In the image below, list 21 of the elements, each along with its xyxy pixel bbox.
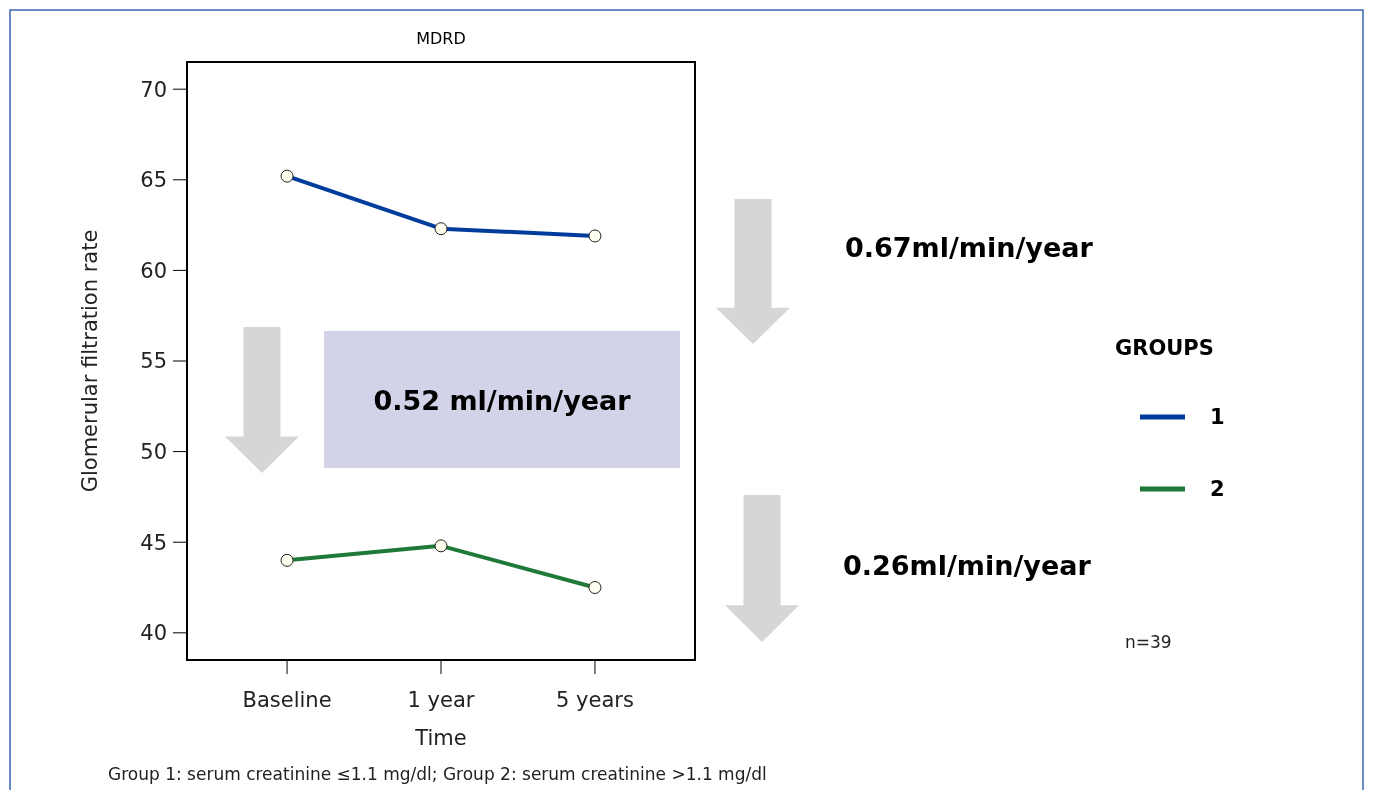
- x-tick-label: 5 years: [556, 688, 634, 712]
- y-tick-label: 40: [140, 621, 167, 646]
- text: 0.26ml/min/year: [843, 550, 1092, 581]
- y-tick-label: 65: [140, 168, 167, 193]
- legend-label: 2: [1210, 477, 1225, 502]
- text: 0.67ml/min/year: [845, 232, 1094, 263]
- chart-title: MDRD: [416, 29, 466, 48]
- x-axis-title: Time: [414, 726, 467, 750]
- x-tick-label: Baseline: [242, 688, 332, 712]
- y-tick-label: 60: [140, 258, 167, 283]
- text: Group 1: serum creatinine ≤1.1 mg/dl; Group 2: serum creatinine >1.1 mg/dl: [108, 764, 767, 784]
- y-tick-label: 50: [140, 439, 167, 464]
- y-tick-label: 70: [140, 77, 167, 102]
- legend-label: 1: [1210, 405, 1225, 430]
- text: n=39: [1125, 632, 1172, 652]
- y-axis-title: Glomerular filtration rate: [78, 229, 102, 493]
- x-tick-label: 1 year: [407, 688, 475, 712]
- y-tick-label: 45: [140, 530, 167, 555]
- legend-title: GROUPS: [1115, 336, 1214, 360]
- annotation: 0.52 ml/min/year: [373, 385, 632, 416]
- y-tick-label: 55: [140, 349, 167, 374]
